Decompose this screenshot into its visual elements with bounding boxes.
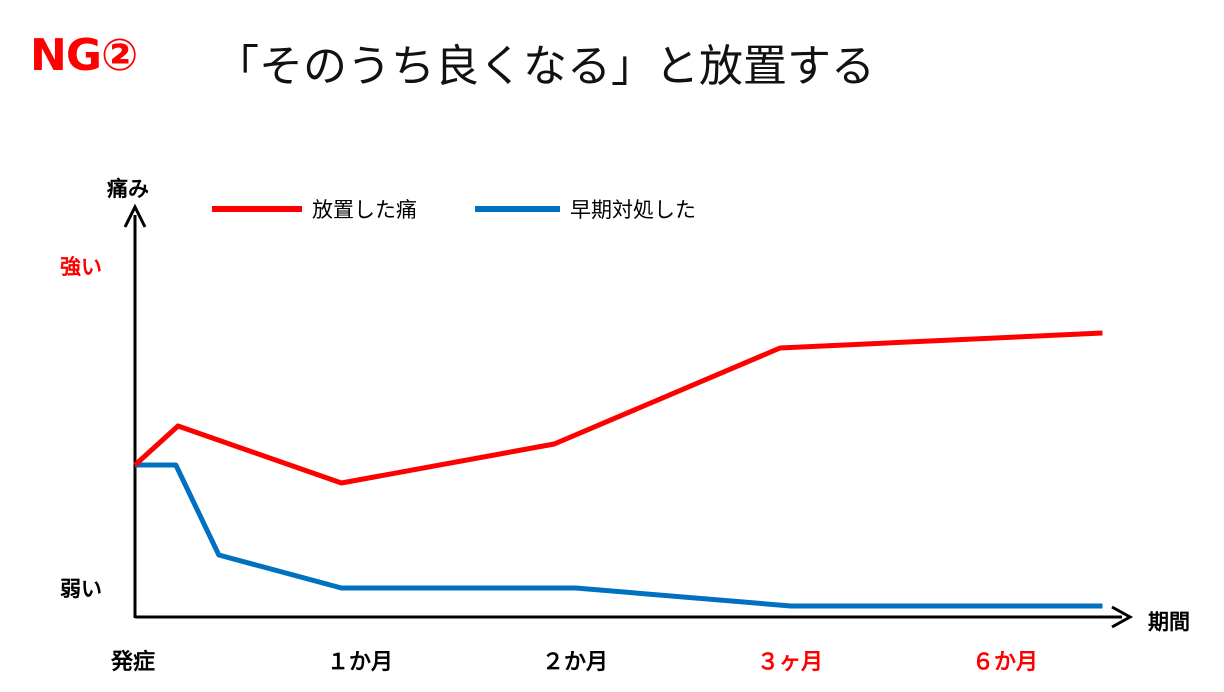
x-axis-arrowhead xyxy=(1111,605,1134,629)
y-label-strong: 強い xyxy=(60,255,102,279)
page-title: 「そのうち良くなる」と放置する xyxy=(215,41,875,92)
x-tick-label: 発症 xyxy=(110,649,155,675)
y-axis-arrowhead xyxy=(123,203,147,228)
legend-label-neglected: 放置した痛 xyxy=(312,198,417,222)
legend-label-early: 早期対処した xyxy=(570,198,696,222)
series-line-neglected xyxy=(133,330,1103,486)
series-line-early xyxy=(135,462,1103,609)
y-label-weak: 弱い xyxy=(60,577,102,601)
title-prefix: NG② xyxy=(30,30,138,81)
x-tick-label: １か月 xyxy=(327,650,393,675)
y-axis-title: 痛み xyxy=(107,177,149,201)
x-tick-label: ６か月 xyxy=(972,650,1038,675)
x-tick-label: ２か月 xyxy=(542,650,608,675)
x-axis-title: 期間 xyxy=(1148,610,1190,634)
x-tick-label: ３ヶ月 xyxy=(757,650,823,675)
